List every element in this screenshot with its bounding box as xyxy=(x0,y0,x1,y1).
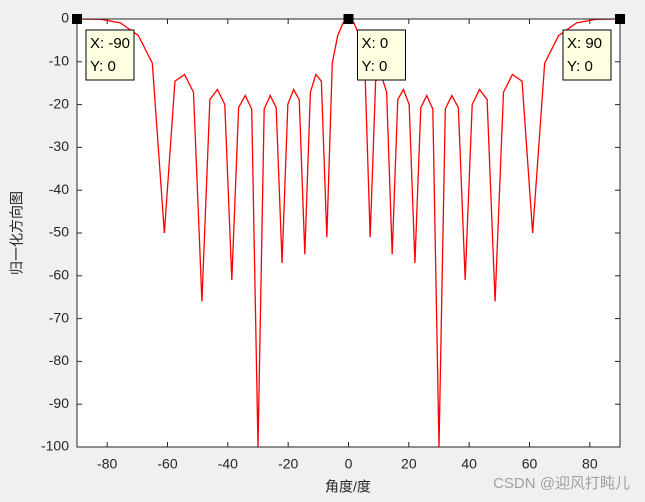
x-axis-label: 角度/度 xyxy=(325,479,371,495)
plot-area xyxy=(77,19,620,447)
y-tick-label: -80 xyxy=(49,352,69,368)
datatip: X: 0 Y: 0 xyxy=(343,14,406,81)
y-tick-label: -20 xyxy=(49,95,69,111)
x-tick-label: 20 xyxy=(401,456,417,472)
datatip-box xyxy=(562,29,612,81)
datatip-x: X: 90 xyxy=(567,35,602,52)
y-tick-label: -100 xyxy=(41,438,69,454)
y-tick-label: -40 xyxy=(49,181,69,197)
datatip-marker xyxy=(72,14,82,24)
x-tick-label: 80 xyxy=(582,456,598,472)
y-tick-label: -30 xyxy=(49,138,69,154)
x-tick-label: 0 xyxy=(345,456,353,472)
datatip-x: X: -90 xyxy=(90,35,130,52)
datatip: X: -90 Y: 0 xyxy=(72,14,135,81)
datatip-y: Y: 0 xyxy=(362,58,388,75)
datatip-box xyxy=(85,29,135,81)
x-tick-label: -40 xyxy=(218,456,238,472)
y-tick-label: 0 xyxy=(61,10,69,26)
datatip-y: Y: 0 xyxy=(567,58,593,75)
datatip-y: Y: 0 xyxy=(90,58,116,75)
x-tick-label: -80 xyxy=(97,456,117,472)
y-axis-label: 归一化方向图 xyxy=(9,191,25,275)
datatip-box xyxy=(357,29,406,81)
y-tick-label: -60 xyxy=(49,267,69,283)
x-tick-label: -60 xyxy=(157,456,177,472)
datatip-x: X: 0 xyxy=(362,35,389,52)
y-tick-label: -10 xyxy=(49,53,69,69)
x-tick-label: 60 xyxy=(522,456,538,472)
datatip-marker xyxy=(343,14,354,24)
y-tick-label: -90 xyxy=(49,395,69,411)
y-tick-label: -50 xyxy=(49,224,69,240)
datatip-marker xyxy=(615,14,625,24)
watermark: CSDN @迎风打盹儿 xyxy=(493,475,630,492)
x-tick-label: -20 xyxy=(278,456,298,472)
datatip: X: 90 Y: 0 xyxy=(562,14,625,81)
y-tick-label: -70 xyxy=(49,309,69,325)
x-tick-label: 40 xyxy=(461,456,477,472)
